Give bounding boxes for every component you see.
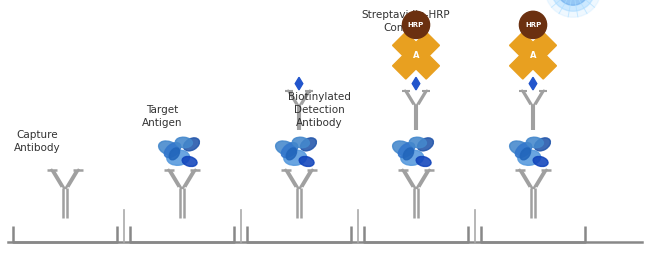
Ellipse shape [403, 148, 413, 160]
Text: A: A [530, 51, 536, 60]
Circle shape [557, 0, 589, 5]
Circle shape [545, 0, 601, 17]
Ellipse shape [398, 142, 415, 158]
Ellipse shape [533, 157, 548, 166]
Ellipse shape [300, 138, 317, 151]
Polygon shape [393, 32, 439, 79]
Polygon shape [295, 77, 303, 90]
Ellipse shape [410, 137, 426, 148]
Polygon shape [412, 77, 420, 90]
Ellipse shape [518, 150, 541, 165]
Ellipse shape [393, 141, 413, 155]
Circle shape [519, 11, 547, 38]
Ellipse shape [299, 157, 314, 166]
Ellipse shape [281, 142, 298, 158]
Ellipse shape [292, 137, 309, 148]
Ellipse shape [176, 137, 192, 148]
Polygon shape [529, 77, 537, 90]
Ellipse shape [159, 141, 179, 155]
Text: Biotinylated
Detection
Antibody: Biotinylated Detection Antibody [287, 92, 350, 128]
Text: HRP: HRP [408, 22, 424, 28]
Polygon shape [393, 32, 439, 79]
Ellipse shape [401, 150, 424, 165]
Ellipse shape [417, 138, 434, 151]
Ellipse shape [515, 142, 532, 158]
Ellipse shape [167, 150, 190, 165]
Ellipse shape [183, 138, 200, 151]
Ellipse shape [526, 137, 543, 148]
Text: Target
Antigen: Target Antigen [142, 105, 182, 128]
Ellipse shape [169, 148, 179, 160]
Ellipse shape [164, 142, 181, 158]
Circle shape [551, 0, 595, 11]
Ellipse shape [276, 141, 296, 155]
Circle shape [402, 11, 430, 38]
Ellipse shape [182, 157, 197, 166]
Polygon shape [510, 32, 556, 79]
Ellipse shape [534, 138, 551, 151]
Ellipse shape [510, 141, 530, 155]
Text: Capture
Antibody: Capture Antibody [14, 130, 60, 153]
Ellipse shape [286, 148, 296, 160]
Text: HRP: HRP [525, 22, 541, 28]
Circle shape [408, 47, 424, 64]
Text: Streptavidin-HRP
Complex: Streptavidin-HRP Complex [361, 10, 450, 33]
Circle shape [525, 47, 541, 64]
Polygon shape [510, 32, 556, 79]
Ellipse shape [520, 148, 530, 160]
Ellipse shape [284, 150, 307, 165]
Ellipse shape [416, 157, 431, 166]
Text: A: A [413, 51, 419, 60]
